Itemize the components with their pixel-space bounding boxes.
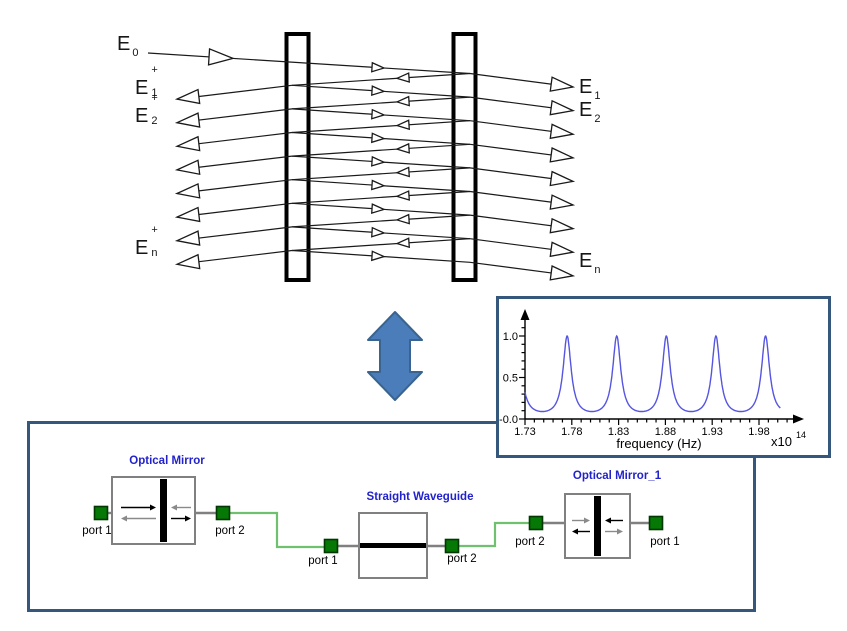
exit-arrowhead-icon bbox=[549, 265, 576, 281]
mirror-bar bbox=[594, 496, 601, 556]
port-square[interactable] bbox=[444, 538, 460, 554]
optical-wire[interactable] bbox=[229, 511, 325, 549]
exit-arrowhead-icon bbox=[549, 147, 576, 163]
open-arrowhead-icon bbox=[371, 155, 386, 167]
open-arrowhead-icon bbox=[395, 142, 410, 154]
component-block-0[interactable] bbox=[111, 476, 196, 545]
exit-arrowhead-icon bbox=[174, 88, 201, 105]
y-axis-arrow-icon bbox=[520, 309, 530, 320]
light-ray bbox=[291, 190, 471, 204]
exit-arrowhead-icon bbox=[174, 135, 201, 152]
direction-arrowhead-icon bbox=[572, 528, 578, 535]
direction-arrowhead-icon bbox=[584, 517, 590, 524]
exit-arrowhead-icon bbox=[174, 112, 201, 128]
x-axis-label: frequency (Hz) bbox=[616, 436, 701, 451]
transmission-plot-panel: 1.73 1.78 1.83 1.88 1.93 1.98 -0.0 0.5 1.0 freque… bbox=[496, 296, 831, 458]
open-arrowhead-icon bbox=[371, 250, 386, 262]
x-tick-label: 1.73 bbox=[514, 426, 535, 438]
light-ray bbox=[291, 167, 471, 181]
open-arrowhead-icon bbox=[395, 95, 410, 107]
x-tick-label: 1.88 bbox=[655, 426, 676, 438]
exit-arrowhead-icon bbox=[549, 123, 576, 140]
port-square[interactable] bbox=[648, 515, 664, 531]
port-square[interactable] bbox=[323, 538, 339, 554]
circuit-boundary-box bbox=[27, 421, 756, 612]
x-tick-label: 1.83 bbox=[608, 426, 629, 438]
x-multiplier-label: x10 bbox=[771, 434, 792, 449]
waveguide-bar bbox=[360, 543, 426, 548]
exit-arrowhead-icon bbox=[549, 99, 576, 116]
x-axis-arrow-icon bbox=[793, 414, 804, 424]
direction-arrowhead-icon bbox=[150, 504, 156, 511]
mirror-2 bbox=[451, 32, 478, 282]
open-arrowhead-icon bbox=[371, 61, 386, 73]
open-arrowhead-icon bbox=[395, 166, 410, 178]
open-arrowhead-icon bbox=[371, 203, 386, 214]
port-square[interactable] bbox=[215, 505, 231, 521]
exit-arrowhead-icon bbox=[174, 206, 201, 223]
mirror-bar bbox=[160, 479, 167, 542]
exit-arrowhead-icon bbox=[549, 194, 576, 210]
transmission-plot: 1.73 1.78 1.83 1.88 1.93 1.98 -0.0 0.5 1.0 freque… bbox=[499, 309, 806, 451]
transmission-curve bbox=[524, 334, 781, 413]
open-arrowhead-icon bbox=[371, 226, 386, 238]
open-arrowhead-icon bbox=[395, 213, 410, 225]
exit-arrowhead-icon bbox=[549, 217, 576, 234]
light-ray bbox=[291, 96, 471, 110]
exit-arrowhead-icon bbox=[174, 230, 201, 246]
exit-arrowhead-icon bbox=[174, 253, 201, 270]
exit-arrowhead-icon bbox=[549, 76, 576, 92]
open-arrowhead-icon bbox=[395, 237, 410, 249]
light-ray bbox=[291, 72, 471, 86]
up-down-arrow-icon bbox=[367, 311, 423, 401]
direction-arrowhead-icon bbox=[171, 504, 177, 511]
light-ray bbox=[291, 143, 471, 157]
input-arrowhead-icon bbox=[207, 47, 236, 66]
open-arrowhead-icon bbox=[371, 179, 386, 191]
x-tick-label: 1.78 bbox=[561, 426, 582, 438]
light-ray bbox=[147, 52, 471, 75]
light-ray bbox=[291, 214, 471, 228]
exit-arrowhead-icon bbox=[174, 182, 201, 199]
open-arrowhead-icon bbox=[371, 85, 386, 96]
exit-arrowhead-icon bbox=[549, 170, 576, 187]
direction-arrowhead-icon bbox=[121, 515, 127, 522]
light-ray bbox=[291, 120, 471, 134]
y-tick-label: 0.5 bbox=[503, 373, 518, 385]
open-arrowhead-icon bbox=[395, 72, 410, 83]
x-tick-label: 1.98 bbox=[748, 426, 769, 438]
open-arrowhead-icon bbox=[395, 190, 410, 201]
x-exponent-label: 14 bbox=[796, 430, 806, 440]
direction-arrowhead-icon bbox=[617, 528, 623, 535]
open-arrowhead-icon bbox=[395, 119, 410, 131]
open-arrowhead-icon bbox=[371, 132, 386, 144]
direction-arrowhead-icon bbox=[605, 517, 611, 524]
y-tick-label: -0.0 bbox=[499, 414, 518, 426]
port-square[interactable] bbox=[528, 515, 544, 531]
light-ray bbox=[291, 238, 471, 252]
y-tick-label: 1.0 bbox=[503, 331, 518, 343]
port-square[interactable] bbox=[93, 505, 109, 521]
direction-arrowhead-icon bbox=[185, 515, 191, 522]
x-tick-label: 1.93 bbox=[701, 426, 722, 438]
open-arrowhead-icon bbox=[371, 108, 386, 120]
optical-wire[interactable] bbox=[458, 521, 530, 548]
exit-arrowhead-icon bbox=[549, 241, 576, 258]
exit-arrowhead-icon bbox=[174, 159, 201, 176]
